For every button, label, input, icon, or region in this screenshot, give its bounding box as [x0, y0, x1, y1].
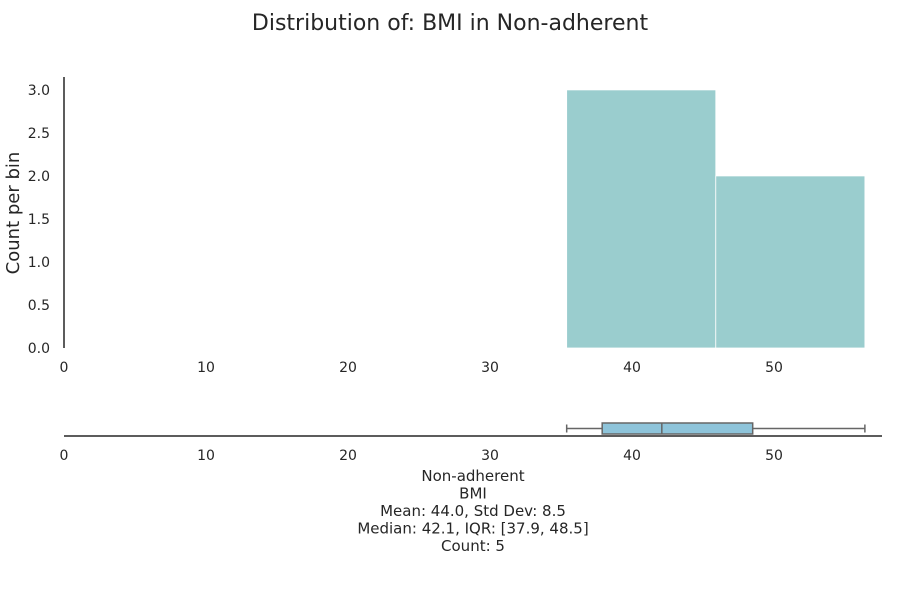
y-tick-label: 1.5 — [28, 212, 50, 228]
chart-title: Distribution of: BMI in Non-adherent — [252, 11, 649, 36]
y-tick-label: 2.0 — [28, 169, 50, 185]
x-tick-label: 20 — [339, 360, 357, 376]
stats-line: Count: 5 — [441, 537, 505, 555]
boxplot-x-tick-label: 50 — [765, 448, 783, 464]
stats-line: BMI — [459, 485, 487, 503]
histogram-plot: 0.0 0.5 1.0 1.5 2.0 2.5 3.0 0 10 20 30 40 50 — [28, 77, 866, 376]
stats-line: Mean: 44.0, Std Dev: 8.5 — [380, 502, 566, 520]
x-tick-label: 40 — [623, 360, 641, 376]
boxplot-plot: 0 10 20 30 40 50 — [60, 422, 882, 464]
boxplot-x-tick-label: 40 — [623, 448, 641, 464]
x-tick-label: 0 — [60, 360, 69, 376]
x-tick-label: 30 — [481, 360, 499, 376]
boxplot-box — [601, 422, 754, 435]
x-tick-label: 50 — [765, 360, 783, 376]
y-axis-label: Count per bin — [3, 152, 24, 275]
y-tick-label: 0.0 — [28, 341, 50, 357]
stats-line: Non-adherent — [421, 467, 524, 485]
y-tick-label: 3.0 — [28, 83, 50, 99]
histogram-bar-2 — [715, 175, 866, 349]
histogram-bar-1 — [566, 89, 717, 349]
y-tick-label: 0.5 — [28, 298, 50, 314]
boxplot-x-tick-label: 0 — [60, 448, 69, 464]
y-tick-label: 2.5 — [28, 126, 50, 142]
y-tick-label: 1.0 — [28, 255, 50, 271]
boxplot-x-tick-label: 20 — [339, 448, 357, 464]
stats-line: Median: 42.1, IQR: [37.9, 48.5] — [357, 520, 588, 538]
x-tick-label: 10 — [197, 360, 215, 376]
boxplot-x-tick-label: 10 — [197, 448, 215, 464]
boxplot-x-tick-label: 30 — [481, 448, 499, 464]
